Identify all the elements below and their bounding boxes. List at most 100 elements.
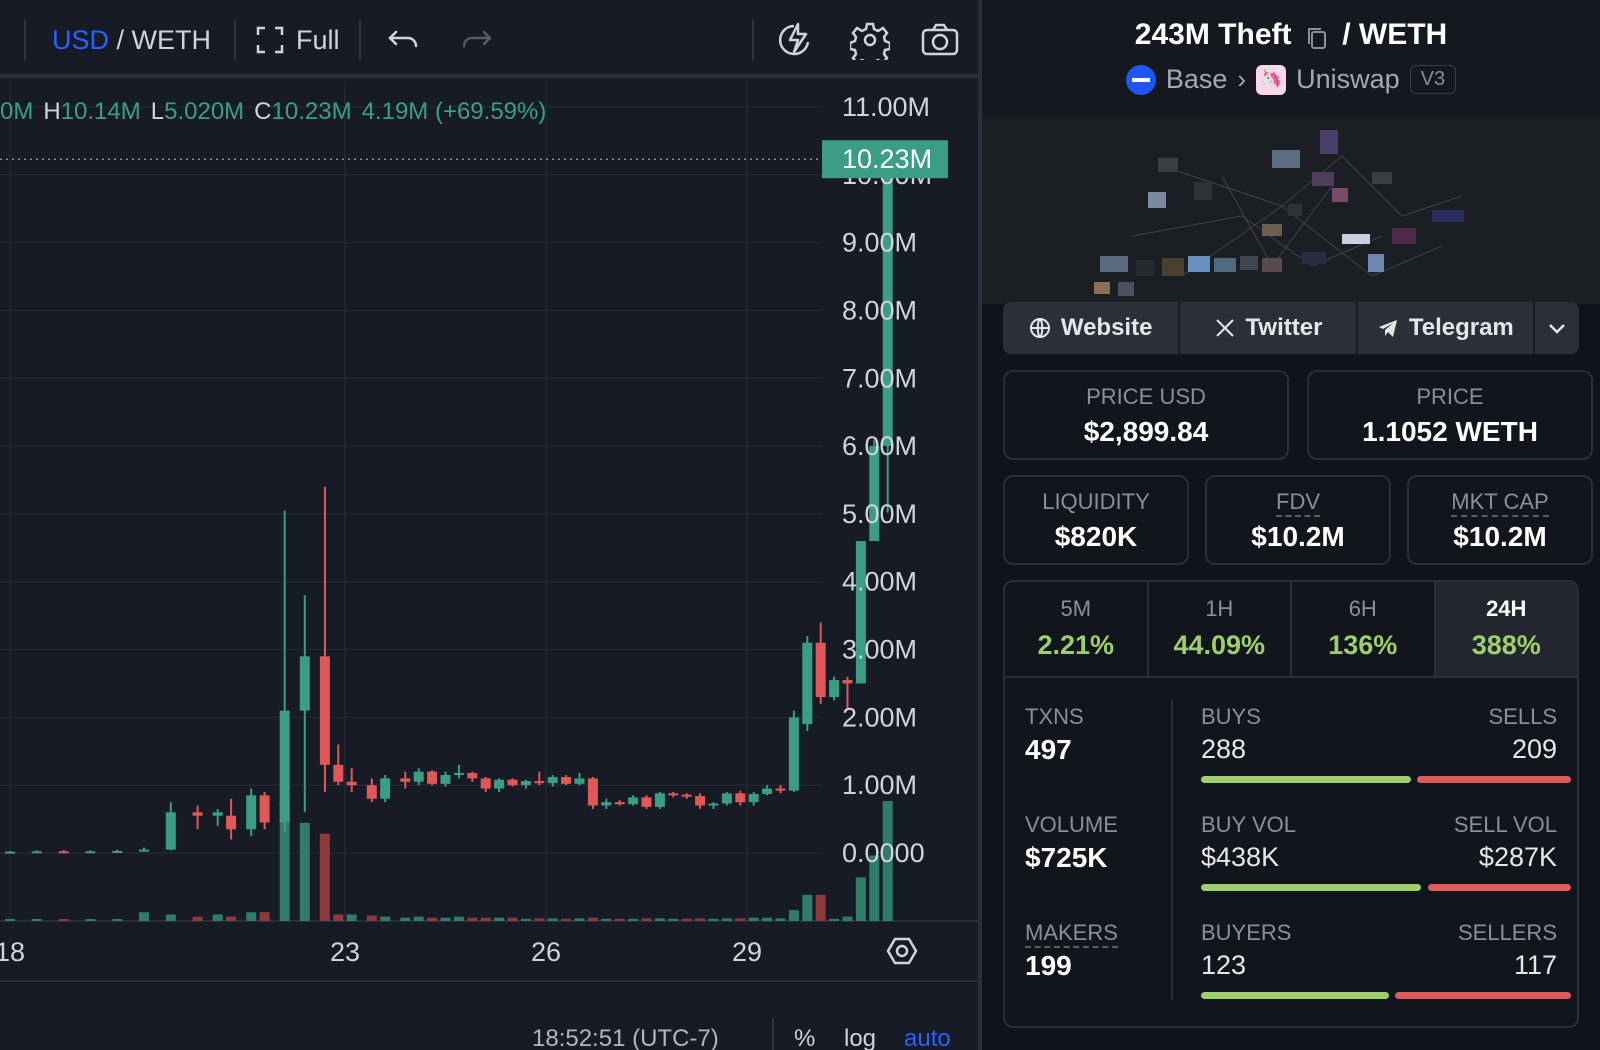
quote-token: WETH [1358,18,1448,51]
volume-bar [279,801,290,921]
copy-icon[interactable] [1306,24,1328,50]
txns-value: 497 [1025,734,1072,765]
volume-bar [31,919,42,921]
axis-settings-icon[interactable] [886,937,918,965]
twitter-label: Twitter [1245,314,1323,341]
tab-5m[interactable]: 5M 2.21% [1005,582,1149,676]
telegram-label: Telegram [1408,314,1514,341]
dex-name[interactable]: Uniswap [1296,64,1400,94]
candle-body [380,778,391,799]
mktcap-label[interactable]: MKT CAP [1451,489,1549,517]
liquidity-value: $820K [1054,521,1138,552]
toolbar-divider [359,20,361,60]
currency-toggle[interactable]: USD / WETH [52,22,211,58]
candle-body [453,772,464,776]
chain-name[interactable]: Base [1165,64,1228,94]
volume-bar [628,918,639,921]
volume-bar [467,917,478,921]
percent-scale-toggle[interactable]: % [794,1025,816,1050]
makers-label[interactable]: MAKERS [1025,920,1118,948]
volume-bar [246,912,257,921]
settings-button[interactable] [848,18,892,62]
legend-close: 10.23M [271,98,352,125]
volume-bar [775,918,786,921]
period-label: 1H [1205,596,1234,621]
sells-bar [1417,776,1571,783]
volume-bar [748,917,759,921]
redo-button[interactable] [454,18,498,62]
currency-usd[interactable]: USD [52,25,110,55]
sell-vol-value: $287K [1478,842,1557,872]
candle-body [587,778,598,806]
price-chart[interactable]: 11.00M10.00M9.00M8.00M7.00M6.00M5.00M4.0… [0,82,978,1050]
screenshot-button[interactable] [918,18,962,62]
fdv-label[interactable]: FDV [1276,489,1320,517]
uniswap-icon: 🦄 [1256,64,1287,95]
buys-label: BUYS [1201,704,1261,729]
more-links-button[interactable] [1535,302,1579,354]
chart-toolbar: USD / WETH Full [0,0,978,78]
sells-value: 209 [1511,734,1557,764]
log-scale-toggle[interactable]: log [844,1025,877,1050]
tab-1h[interactable]: 1H 44.09% [1148,582,1292,676]
token-name: 243M Theft [1134,18,1292,51]
clock-label: 18:52:51 (UTC-7) [532,1025,719,1050]
y-axis-tick-label: 6.00M [842,431,917,461]
pane-divider[interactable] [978,0,982,1050]
candle-body [480,778,491,789]
fdv-box[interactable]: FDV $10.2M [1205,475,1391,565]
hexagon-center [895,944,909,958]
buyers-bar [1201,992,1389,999]
price-usd-box: PRICE USD $2,899.84 [1003,370,1289,460]
candle-body [815,642,826,698]
sellers-bar [1395,992,1571,999]
full-button[interactable]: Full [256,22,340,58]
price-usd-label: PRICE USD [1086,384,1206,409]
period-change: 388% [1471,630,1541,660]
volume-bar [762,917,773,921]
y-axis-tick-label: 2.00M [842,702,917,732]
makers-value: 199 [1025,950,1072,981]
y-axis-tick-label: 9.00M [842,228,917,258]
candle-body [5,851,15,854]
redo-icon [462,30,492,48]
last-price-label: 10.23M [842,144,932,174]
candle-body [192,812,203,816]
volume-bar [587,917,598,921]
y-axis-tick-label: 8.00M [842,295,917,325]
indicators-button[interactable] [774,18,818,62]
y-axis-tick-label: 4.00M [842,567,917,597]
chart-canvas[interactable]: 11.00M10.00M9.00M8.00M7.00M6.00M5.00M4.0… [0,82,978,1050]
currency-weth[interactable]: WETH [131,25,212,55]
candle-body [494,779,505,789]
legend-close-label: C [254,98,272,125]
pair-info-sidebar: 243M Theft / WETH Base › 🦄 Uniswap V3 [982,0,1600,1050]
period-label: 5M [1060,596,1092,621]
full-label: Full [296,25,340,55]
volume-bar [721,918,732,921]
twitter-link[interactable]: Twitter [1180,302,1358,354]
candle-body [226,815,237,830]
candle-body [869,446,880,542]
candle-body [366,785,377,799]
volume-bar [494,917,505,921]
volume-label: VOLUME [1025,812,1118,837]
volume-bar [139,912,149,921]
telegram-link[interactable]: Telegram [1358,302,1535,354]
volume-bar [58,919,69,921]
mktcap-box[interactable]: MKT CAP $10.2M [1407,475,1593,565]
candle-body [440,775,451,784]
transactions-panel: TXNS 497 BUYS SELLS 288 209 VOLUME $725K… [1003,676,1579,1028]
tab-24h[interactable]: 24H 388% [1435,582,1577,676]
website-link[interactable]: Website [1003,302,1181,354]
undo-button[interactable] [382,18,426,62]
candle-body [802,642,813,725]
sell-vol-bar [1428,884,1571,891]
candle-body [333,764,344,782]
auto-scale-toggle[interactable]: auto [904,1025,951,1050]
candle-body [668,793,679,796]
volume-value: $725K [1025,842,1108,873]
volume-bar [574,918,585,921]
tab-6h[interactable]: 6H 136% [1292,582,1436,676]
y-axis-tick-label: 7.00M [842,363,917,393]
